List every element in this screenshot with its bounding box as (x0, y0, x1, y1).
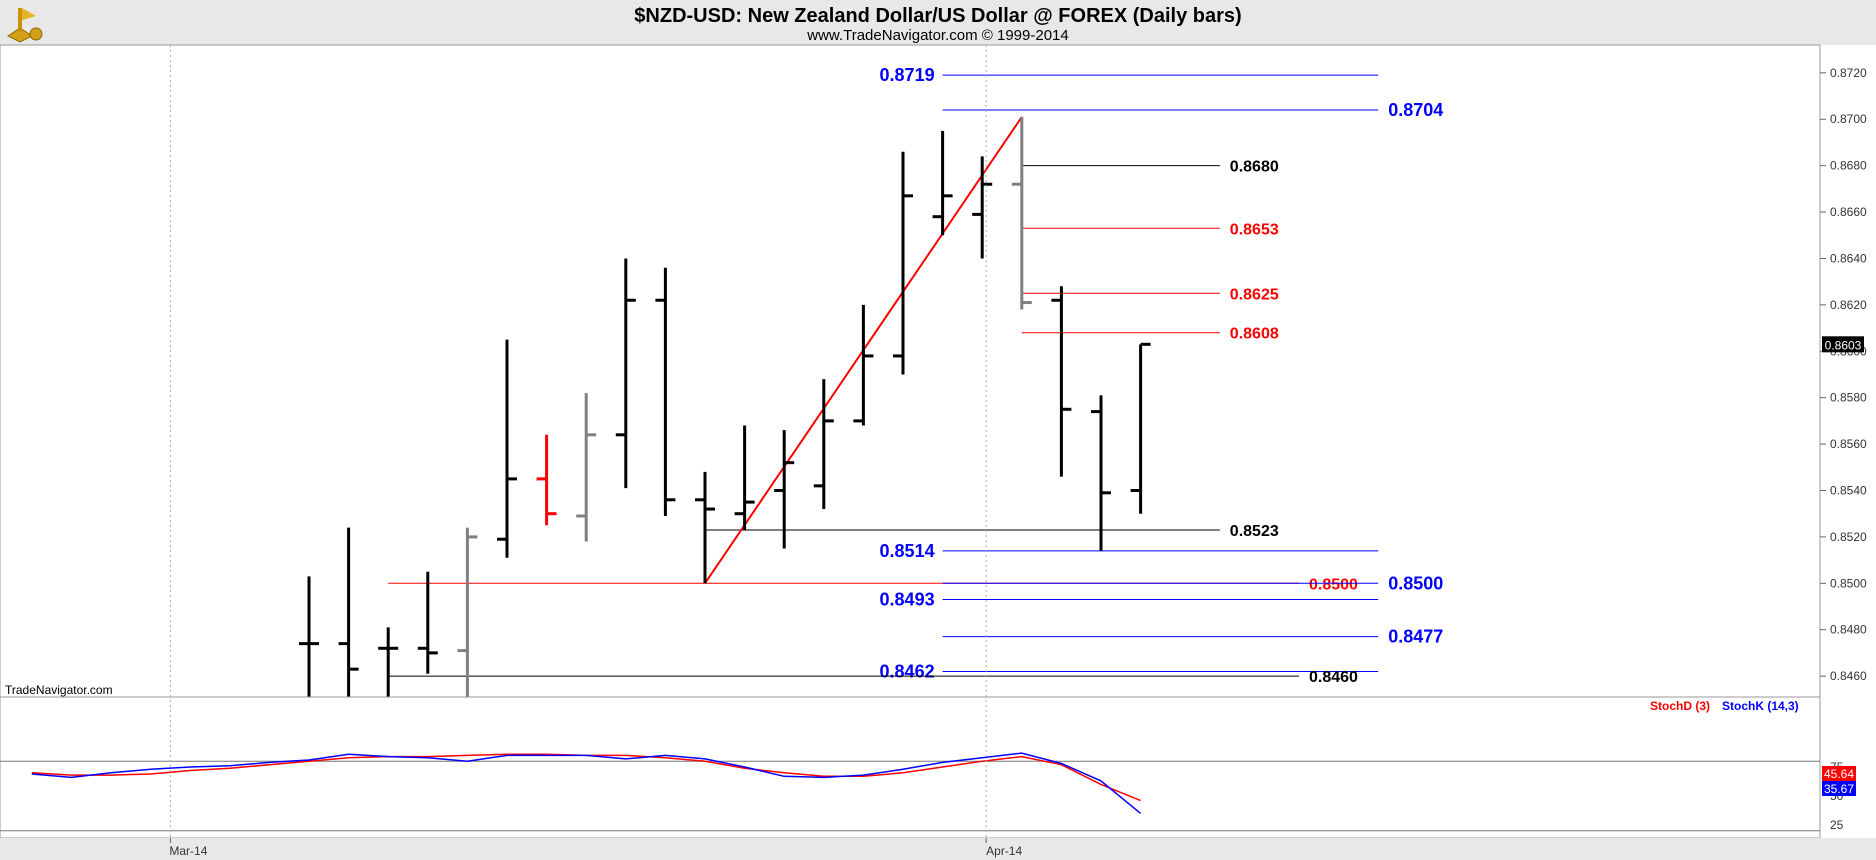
level-label: 0.8704 (1388, 100, 1443, 120)
level-label: 0.8514 (880, 541, 935, 561)
price-tick-label: 0.8660 (1830, 205, 1867, 219)
last-price-marker: 0.8603 (1822, 336, 1864, 353)
price-tick-label: 0.8500 (1830, 576, 1867, 590)
stoch-lines (31, 752, 1142, 814)
ohlc-bar (299, 576, 319, 697)
legend-stoch-k: StochK (14,3) (1722, 699, 1799, 713)
stoch-tick-label: 25 (1830, 818, 1844, 832)
logo-icon (7, 8, 43, 43)
level-label: 0.8625 (1230, 286, 1279, 303)
ohlc-bar (774, 430, 795, 549)
ohlc-bar (972, 156, 993, 259)
ohlc-bar (576, 393, 597, 542)
level-label: 0.8719 (880, 65, 935, 85)
ohlc-bar (536, 434, 557, 526)
level-label: 0.8523 (1230, 523, 1279, 540)
ohlc-bar (1130, 342, 1151, 514)
level-label: 0.8608 (1230, 326, 1279, 343)
stoch-d-value: 45.64 (1824, 767, 1854, 781)
price-tick-label: 0.8580 (1830, 391, 1867, 405)
level-label: 0.8500 (1309, 576, 1358, 593)
price-tick-label: 0.8680 (1830, 159, 1867, 173)
price-tick-label: 0.8720 (1830, 66, 1867, 80)
ohlc-bar (497, 339, 517, 558)
ohlc-bars (299, 116, 1151, 697)
ohlc-bar (853, 304, 874, 426)
x-axis-band (0, 838, 1876, 860)
ohlc-bar (695, 471, 715, 584)
stoch-k-marker: 35.67 (1822, 781, 1856, 796)
last-price-label: 0.8603 (1825, 338, 1862, 352)
price-tick-label: 0.8560 (1830, 437, 1867, 451)
time-tick-label: Apr-14 (986, 844, 1022, 858)
header-band (0, 0, 1876, 45)
level-label: 0.8462 (880, 661, 935, 681)
ohlc-bar (734, 425, 755, 530)
ohlc-bar (615, 258, 636, 489)
price-levels: 0.8719 0.8704 0.8680 0.8653 0.8625 0.8608 0.85… (388, 65, 1443, 686)
ohlc-bar (813, 379, 834, 510)
price-tick-label: 0.8640 (1830, 251, 1867, 265)
stoch-series-line (31, 752, 1142, 814)
ohlc-bar (457, 527, 478, 697)
price-tick-label: 0.8540 (1830, 483, 1867, 497)
ohlc-bar (1011, 116, 1032, 310)
ohlc-bar (1051, 286, 1072, 477)
price-tick-label: 0.8520 (1830, 530, 1867, 544)
chart-subtitle: www.TradeNavigator.com © 1999-2014 (806, 27, 1068, 44)
price-axis-ticks: 0.8460 0.8480 0.8500 0.8520 0.8540 0.8560 0.85… (1820, 66, 1867, 683)
level-label: 0.8477 (1388, 627, 1443, 647)
time-grid (169, 45, 987, 838)
ohlc-bar (378, 627, 399, 697)
level-label: 0.8680 (1230, 159, 1279, 176)
stoch-k-value: 35.67 (1824, 782, 1854, 796)
price-tick-label: 0.8620 (1830, 298, 1867, 312)
level-label: 0.8493 (880, 590, 935, 610)
level-label: 0.8460 (1309, 669, 1358, 686)
watermark-text: TradeNavigator.com (5, 683, 113, 697)
ohlc-bar (338, 527, 359, 697)
legend-stoch-d: StochD (3) (1650, 699, 1710, 713)
time-axis-ticks: Mar-14 Apr-14 (169, 838, 1022, 858)
ohlc-bar (1091, 395, 1111, 551)
ohlc-bar (893, 151, 913, 375)
ohlc-bar (932, 130, 953, 236)
price-tick-label: 0.8700 (1830, 112, 1867, 126)
ohlc-bar (417, 571, 438, 674)
price-tick-label: 0.8480 (1830, 623, 1867, 637)
ohlc-bar (655, 267, 676, 517)
level-label: 0.8500 (1388, 573, 1443, 593)
time-tick-label: Mar-14 (169, 844, 207, 858)
stoch-d-marker: 45.64 (1822, 766, 1856, 781)
price-tick-label: 0.8460 (1830, 669, 1867, 683)
level-label: 0.8653 (1230, 221, 1279, 238)
chart-title: $NZD-USD: New Zealand Dollar/US Dollar @… (634, 5, 1241, 27)
